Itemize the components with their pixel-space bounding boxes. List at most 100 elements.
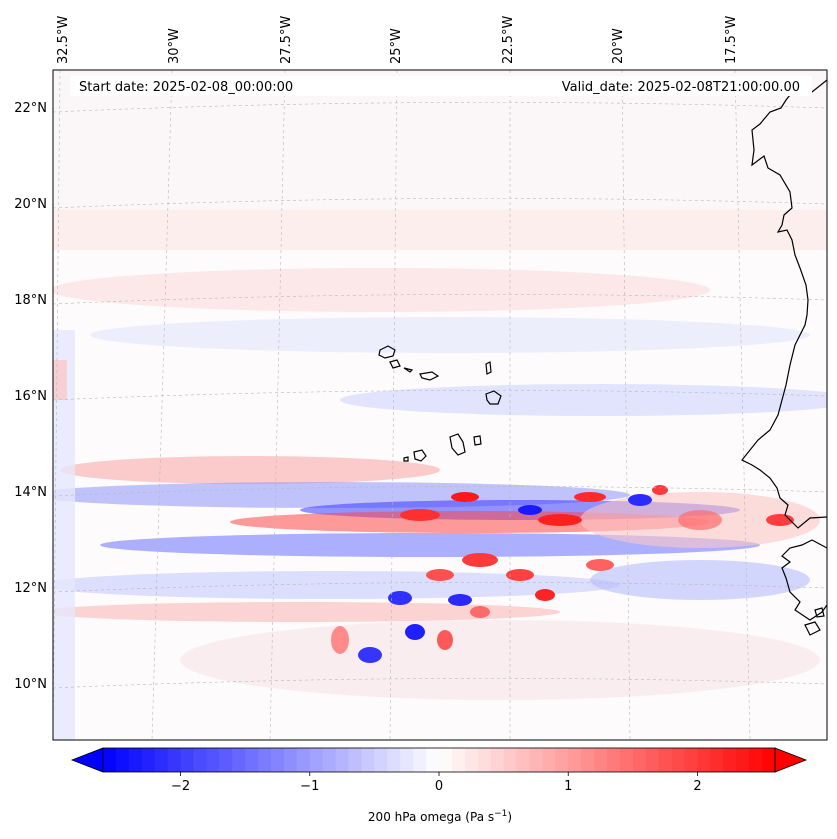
colorbar-band	[387, 748, 401, 772]
coastline	[378, 79, 827, 636]
colorbar-band	[645, 748, 660, 772]
latitude-labels: 22°N 20°N 18°N 16°N 14°N 12°N 10°N	[14, 101, 47, 692]
colorbar-ticks: −2 −1 0 1 2	[171, 772, 702, 794]
colorbar-tick-label: −2	[171, 779, 190, 794]
map-frame	[52, 69, 828, 741]
colorbar-band	[439, 748, 453, 772]
colorbar-band	[542, 748, 556, 772]
colorbar-band	[749, 748, 763, 772]
colorbar-band	[400, 748, 414, 772]
map-panel: Start date: 2025-02-08_00:00:00 Valid_da…	[52, 69, 828, 741]
lat-label-20n: 20°N	[14, 197, 47, 212]
lat-label-22n: 22°N	[14, 101, 47, 116]
colorbar-band	[309, 748, 324, 772]
colorbar-band	[736, 748, 750, 772]
valid-date: Valid_date: 2025-02-08T21:00:00.00	[562, 80, 800, 95]
colorbar-band	[232, 748, 246, 772]
colorbar-tick-label: −1	[300, 779, 319, 794]
colorbar-band	[710, 748, 724, 772]
colorbar-band	[335, 748, 350, 772]
colorbar-band	[128, 748, 143, 772]
island-santo-antao	[378, 345, 396, 359]
island-sal	[485, 361, 492, 375]
africa-coastline	[741, 79, 827, 529]
colorbar-band	[607, 748, 621, 772]
colorbar-band	[115, 748, 130, 772]
colorbar-band	[219, 748, 233, 772]
colorbar-band	[322, 748, 337, 772]
colorbar-band	[594, 748, 608, 772]
colorbar-band	[180, 748, 195, 772]
colorbar-band	[206, 748, 220, 772]
island-brava	[403, 456, 409, 462]
lon-label-25w: 25°W	[389, 28, 404, 64]
colorbar-band	[555, 748, 569, 772]
bijagos-islands	[804, 607, 825, 636]
island-sao-nicolau-2	[419, 371, 440, 381]
colorbar-band	[154, 748, 169, 772]
guinea-bissau-coast	[781, 539, 827, 621]
island-sao-nicolau	[403, 367, 414, 373]
colorbar-band	[658, 748, 673, 772]
lon-label-17-5w: 17.5°W	[724, 16, 739, 64]
colorbar-band	[464, 748, 479, 772]
lat-label-10n: 10°N	[14, 677, 47, 692]
header-box	[70, 76, 812, 96]
graticule	[53, 70, 827, 740]
start-date: Start date: 2025-02-08_00:00:00	[79, 80, 293, 95]
island-sao-vicente	[389, 359, 401, 369]
colorbar-tick-label: 0	[435, 779, 443, 794]
colorbar-bands	[103, 748, 776, 772]
colorbar-band	[283, 748, 298, 772]
colorbar-high-extend	[774, 747, 808, 773]
colorbar-band	[361, 748, 375, 772]
colorbar-low-extend	[70, 747, 104, 773]
colorbar-band	[568, 748, 582, 772]
colorbar-tick-label: 2	[693, 779, 701, 794]
colorbar-band	[193, 748, 207, 772]
lon-label-22-5w: 22.5°W	[501, 16, 516, 64]
colorbar-band	[529, 748, 543, 772]
colorbar-band	[723, 748, 737, 772]
colorbar-band	[141, 748, 156, 772]
colorbar-band	[697, 748, 711, 772]
colorbar-band	[296, 748, 311, 772]
island-maio	[473, 435, 482, 446]
colorbar-band	[581, 748, 595, 772]
lat-label-16n: 16°N	[14, 389, 47, 404]
colorbar-band	[258, 748, 272, 772]
colorbar-band	[374, 748, 388, 772]
colorbar-tick-label: 1	[564, 779, 572, 794]
colorbar-band	[103, 748, 117, 772]
colorbar-band	[632, 748, 647, 772]
longitude-labels: 32.5°W 30°W 27.5°W 25°W 22.5°W 20°W 17.5…	[56, 16, 739, 64]
colorbar-band	[413, 748, 427, 772]
colorbar-band	[167, 748, 182, 772]
lat-label-12n: 12°N	[14, 581, 47, 596]
colorbar-band	[477, 748, 492, 772]
lon-label-32-5w: 32.5°W	[56, 16, 71, 64]
lon-label-30w: 30°W	[167, 28, 182, 64]
colorbar-band	[503, 748, 518, 772]
lon-label-27-5w: 27.5°W	[279, 16, 294, 64]
colorbar-band	[426, 748, 440, 772]
colorbar-band	[271, 748, 285, 772]
island-santiago	[449, 433, 466, 456]
lat-label-18n: 18°N	[14, 293, 47, 308]
colorbar: −2 −1 0 1 2 200 hPa omega (Pa s−1)	[70, 747, 808, 824]
lat-label-14n: 14°N	[14, 485, 47, 500]
island-fogo	[413, 449, 427, 462]
island-boa-vista	[485, 390, 502, 405]
colorbar-band	[451, 748, 466, 772]
colorbar-band	[671, 748, 686, 772]
colorbar-band	[490, 748, 505, 772]
colorbar-band	[619, 748, 634, 772]
colorbar-band	[684, 748, 699, 772]
colorbar-label: 200 hPa omega (Pa s−1)	[368, 809, 512, 824]
colorbar-band	[762, 748, 776, 772]
colorbar-band	[245, 748, 259, 772]
lon-label-20w: 20°W	[611, 28, 626, 64]
colorbar-band	[516, 748, 531, 772]
colorbar-band	[348, 748, 363, 772]
